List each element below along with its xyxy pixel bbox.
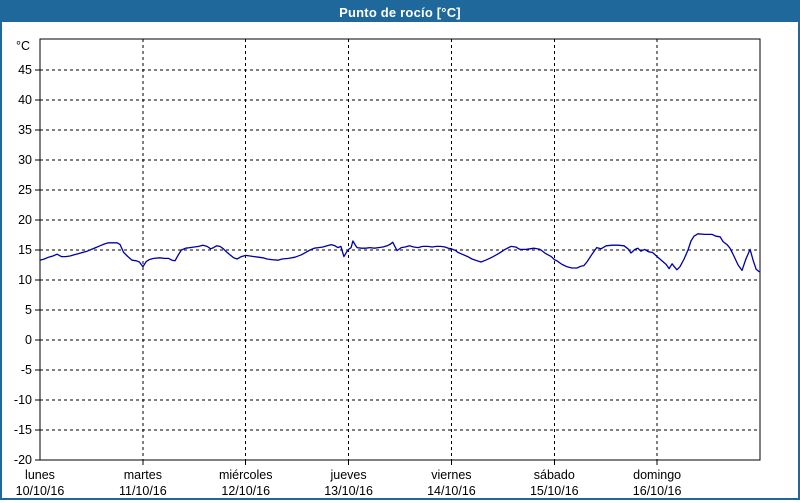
y-tick-label: 15: [18, 243, 32, 257]
y-tick-label: 45: [18, 63, 32, 77]
y-tick-label: -5: [21, 363, 32, 377]
day-name-label: jueves: [330, 468, 367, 482]
day-name-label: sábado: [534, 468, 575, 482]
day-name-label: miércoles: [219, 468, 273, 482]
day-name-label: viernes: [431, 468, 471, 482]
y-tick-label: 40: [18, 93, 32, 107]
window-titlebar: Punto de rocío [°C]: [2, 2, 798, 22]
day-date-label: 14/10/16: [427, 484, 476, 498]
day-date-label: 11/10/16: [119, 484, 167, 498]
chart-canvas: 45 40 35 30 25 20 15 10 5 0 -5 -10 -15 -20 °C lunes 10/1…: [14, 38, 761, 498]
y-tick-label: 25: [18, 183, 32, 197]
y-tick-label: 20: [18, 213, 32, 227]
day-date-label: 15/10/16: [530, 484, 579, 498]
y-tick-label: 0: [25, 333, 32, 347]
day-name-label: domingo: [633, 468, 681, 482]
dew-point-line: [39, 233, 761, 273]
y-tick-label: 35: [18, 123, 32, 137]
y-tick-label: 30: [18, 153, 32, 167]
y-axis-unit-label: °C: [16, 39, 30, 53]
chart-area: 45 40 35 30 25 20 15 10 5 0 -5 -10 -15 -20 °C lunes 10/1…: [2, 22, 798, 498]
day-date-label: 12/10/16: [221, 484, 270, 498]
day-date-label: 13/10/16: [324, 484, 373, 498]
day-name-label: lunes: [25, 468, 55, 482]
day-date-label: 16/10/16: [633, 484, 682, 498]
y-tick-label: 5: [25, 303, 32, 317]
day-date-label: 10/10/16: [16, 484, 65, 498]
y-tick-label: -10: [14, 393, 32, 407]
y-tick-label: 10: [18, 273, 32, 287]
day-name-label: martes: [124, 468, 162, 482]
chart-title: Punto de rocío [°C]: [339, 4, 461, 20]
y-tick-label: -20: [14, 453, 32, 467]
y-tick-label: -15: [14, 423, 32, 437]
